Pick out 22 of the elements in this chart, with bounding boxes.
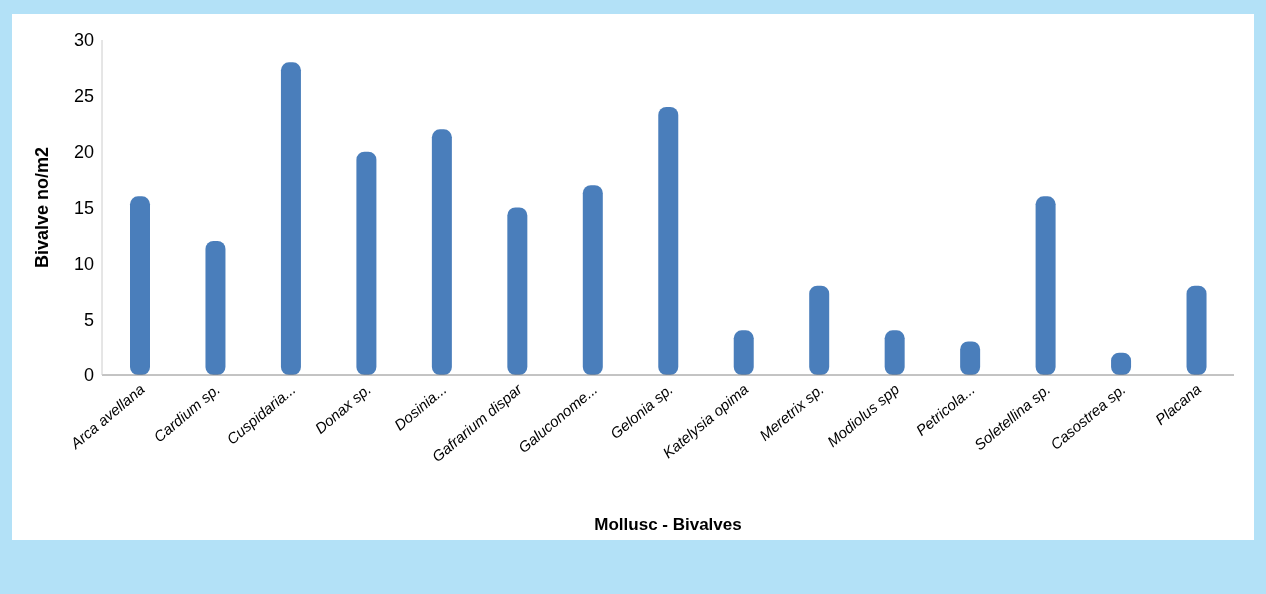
bar (733, 330, 754, 375)
x-axis-title: Mollusc - Bivalves (594, 515, 742, 534)
y-tick-label: 0 (83, 365, 94, 386)
bar (884, 330, 905, 375)
bar (205, 241, 226, 375)
y-tick-label: 30 (73, 30, 94, 51)
bar (507, 207, 528, 375)
bar (582, 185, 603, 375)
bar (1186, 285, 1207, 375)
bar (809, 285, 830, 375)
y-tick-label: 25 (73, 86, 94, 107)
y-tick-label: 20 (73, 142, 94, 163)
bar (658, 107, 679, 375)
bar (431, 129, 452, 375)
y-axis-title: Bivalve no/m2 (32, 146, 53, 269)
y-tick-label: 10 (73, 253, 94, 274)
bar (356, 151, 377, 375)
y-tick-label: 5 (83, 309, 94, 330)
bar (280, 62, 301, 375)
bar (1035, 196, 1056, 375)
bar (130, 196, 150, 375)
y-tick-label: 15 (73, 197, 94, 218)
